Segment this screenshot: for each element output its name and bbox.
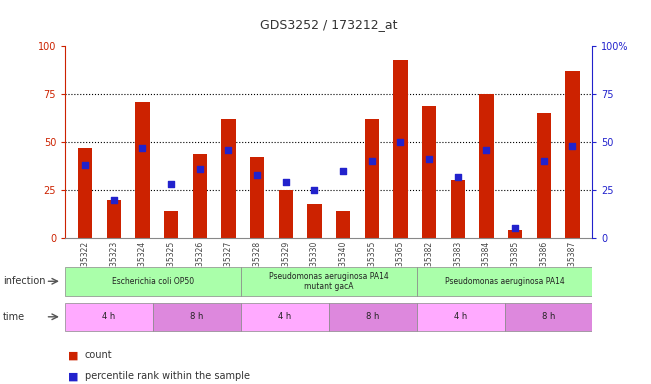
Bar — [336, 211, 350, 238]
Point — [166, 181, 176, 187]
Point — [80, 162, 90, 168]
Bar — [193, 154, 207, 238]
FancyBboxPatch shape — [65, 266, 241, 296]
Bar — [307, 204, 322, 238]
Point — [452, 174, 463, 180]
Bar — [565, 71, 579, 238]
FancyBboxPatch shape — [153, 303, 241, 331]
Point — [252, 172, 262, 178]
Text: 8 h: 8 h — [542, 312, 555, 321]
Text: ■: ■ — [68, 350, 79, 360]
Bar — [279, 190, 293, 238]
Point — [510, 225, 520, 232]
FancyBboxPatch shape — [241, 266, 417, 296]
Point — [567, 143, 577, 149]
Bar — [78, 148, 92, 238]
Point — [367, 158, 377, 164]
Text: percentile rank within the sample: percentile rank within the sample — [85, 371, 249, 381]
Point — [338, 168, 348, 174]
Point — [309, 187, 320, 193]
FancyBboxPatch shape — [241, 303, 329, 331]
Bar — [536, 113, 551, 238]
Text: time: time — [3, 312, 25, 322]
Text: 4 h: 4 h — [454, 312, 467, 321]
Bar — [422, 106, 436, 238]
FancyBboxPatch shape — [417, 303, 505, 331]
FancyBboxPatch shape — [505, 303, 592, 331]
Text: 4 h: 4 h — [102, 312, 116, 321]
Text: ■: ■ — [68, 371, 79, 381]
FancyBboxPatch shape — [329, 303, 417, 331]
Point — [424, 156, 434, 162]
Point — [395, 139, 406, 145]
Text: 4 h: 4 h — [278, 312, 292, 321]
Bar — [365, 119, 379, 238]
Bar — [250, 157, 264, 238]
Point — [137, 145, 148, 151]
Bar — [393, 60, 408, 238]
Point — [538, 158, 549, 164]
Text: 8 h: 8 h — [366, 312, 380, 321]
Bar — [164, 211, 178, 238]
Text: 8 h: 8 h — [190, 312, 204, 321]
Text: infection: infection — [3, 276, 46, 286]
Text: count: count — [85, 350, 112, 360]
Point — [195, 166, 205, 172]
Point — [109, 197, 119, 203]
Bar — [508, 230, 522, 238]
Point — [223, 147, 234, 153]
Text: Escherichia coli OP50: Escherichia coli OP50 — [112, 277, 194, 286]
Bar — [135, 102, 150, 238]
Point — [481, 147, 492, 153]
Text: GDS3252 / 173212_at: GDS3252 / 173212_at — [260, 18, 398, 31]
Text: Pseudomonas aeruginosa PA14: Pseudomonas aeruginosa PA14 — [445, 277, 564, 286]
Point — [281, 179, 291, 185]
FancyBboxPatch shape — [417, 266, 592, 296]
Bar — [107, 200, 121, 238]
Bar — [479, 94, 493, 238]
Bar — [450, 180, 465, 238]
FancyBboxPatch shape — [65, 303, 153, 331]
Text: Pseudomonas aeruginosa PA14
mutant gacA: Pseudomonas aeruginosa PA14 mutant gacA — [269, 271, 389, 291]
Bar — [221, 119, 236, 238]
